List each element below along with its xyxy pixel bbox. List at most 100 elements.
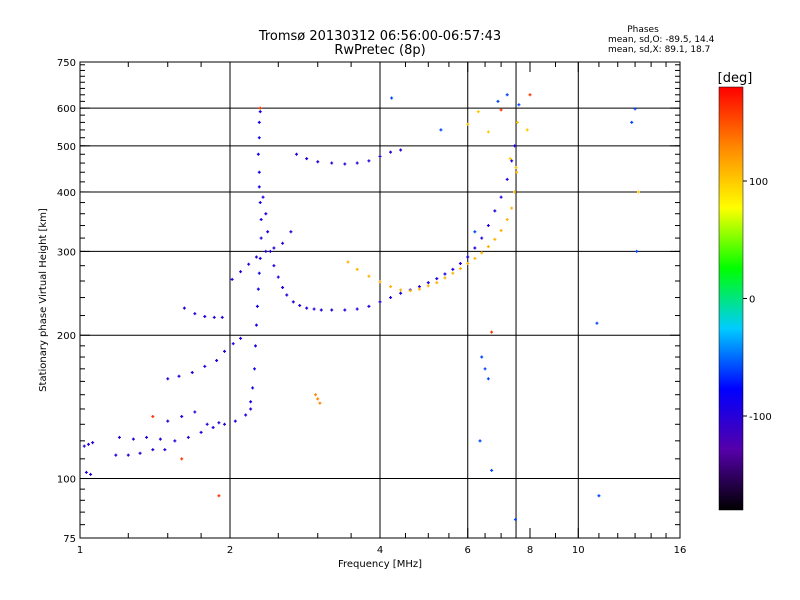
colorbar-ticks: 100 0 -100 bbox=[743, 177, 772, 423]
data-point bbox=[255, 304, 259, 308]
data-point bbox=[177, 374, 181, 378]
data-point bbox=[247, 262, 251, 266]
data-point bbox=[499, 195, 503, 199]
data-point bbox=[330, 161, 334, 165]
data-point bbox=[466, 261, 470, 265]
data-point bbox=[268, 249, 272, 253]
data-point bbox=[256, 152, 260, 156]
data-point bbox=[426, 281, 430, 285]
data-point bbox=[595, 321, 599, 325]
data-point bbox=[291, 300, 295, 304]
data-point bbox=[458, 261, 462, 265]
data-point bbox=[493, 237, 497, 241]
x-tick-label: 4 bbox=[377, 545, 383, 556]
data-point bbox=[266, 230, 270, 234]
data-point bbox=[473, 230, 477, 234]
data-point bbox=[276, 275, 280, 279]
phase-info-o: mean, sd,O: -89.5, 14.4 bbox=[608, 35, 715, 45]
data-point bbox=[514, 166, 518, 170]
y-tick-label: 600 bbox=[57, 104, 76, 115]
grid-lines bbox=[80, 62, 680, 538]
data-point bbox=[254, 323, 258, 327]
data-point bbox=[217, 421, 221, 425]
data-point bbox=[478, 439, 482, 443]
data-point bbox=[258, 106, 262, 110]
data-point bbox=[505, 177, 509, 181]
data-point bbox=[451, 271, 455, 275]
data-point bbox=[316, 160, 320, 164]
data-point bbox=[378, 154, 382, 158]
data-point bbox=[205, 422, 209, 426]
data-point bbox=[258, 201, 262, 205]
data-point bbox=[220, 315, 224, 319]
data-point bbox=[158, 437, 162, 441]
data-point bbox=[513, 190, 517, 194]
colorbar-label: [deg] bbox=[718, 71, 753, 86]
data-point bbox=[89, 472, 93, 476]
data-point bbox=[211, 425, 215, 429]
data-point bbox=[633, 107, 637, 111]
data-point bbox=[458, 267, 462, 271]
data-point bbox=[451, 267, 455, 271]
data-point bbox=[480, 251, 484, 255]
data-point bbox=[163, 448, 167, 452]
data-point bbox=[257, 185, 261, 189]
data-point bbox=[117, 435, 121, 439]
data-point bbox=[264, 249, 268, 253]
data-point bbox=[190, 371, 194, 375]
data-point bbox=[435, 277, 439, 281]
data-point bbox=[476, 110, 480, 114]
data-point bbox=[305, 306, 309, 310]
data-point bbox=[343, 308, 347, 312]
data-point bbox=[480, 355, 484, 359]
data-point bbox=[281, 285, 285, 289]
data-point bbox=[239, 336, 243, 340]
data-point bbox=[517, 103, 521, 107]
x-axis-label: Frequency [MHz] bbox=[338, 559, 422, 570]
data-point bbox=[636, 190, 640, 194]
data-point bbox=[367, 274, 371, 278]
y-tick-label: 75 bbox=[63, 534, 76, 545]
data-point bbox=[244, 413, 248, 417]
data-point bbox=[399, 288, 403, 292]
data-point bbox=[490, 330, 494, 334]
data-point bbox=[82, 444, 86, 448]
data-point bbox=[86, 442, 90, 446]
data-point bbox=[131, 437, 135, 441]
data-point bbox=[281, 241, 285, 245]
data-point bbox=[443, 276, 447, 280]
colorbar bbox=[718, 86, 744, 511]
data-point bbox=[151, 448, 155, 452]
data-point bbox=[259, 218, 263, 222]
data-point bbox=[486, 224, 490, 228]
data-point bbox=[496, 99, 500, 103]
colorbar-tick-label: 0 bbox=[749, 295, 755, 306]
data-point bbox=[316, 397, 320, 401]
data-point bbox=[264, 212, 268, 216]
data-point bbox=[508, 157, 512, 161]
data-point bbox=[417, 287, 421, 291]
data-point bbox=[378, 280, 382, 284]
data-point bbox=[151, 414, 155, 418]
data-point bbox=[443, 272, 447, 276]
data-point bbox=[635, 249, 639, 253]
y-tick-label: 300 bbox=[57, 247, 76, 258]
x-tick-label: 8 bbox=[527, 545, 533, 556]
data-point bbox=[486, 245, 490, 249]
data-point bbox=[257, 136, 261, 140]
data-point bbox=[367, 159, 371, 163]
x-tick-label: 6 bbox=[465, 545, 471, 556]
data-point bbox=[249, 400, 253, 404]
data-point bbox=[486, 130, 490, 134]
data-point bbox=[330, 308, 334, 312]
data-point bbox=[499, 228, 503, 232]
data-point bbox=[473, 246, 477, 250]
data-point bbox=[513, 144, 517, 148]
data-point bbox=[493, 209, 497, 213]
data-point bbox=[285, 293, 289, 297]
data-point bbox=[426, 284, 430, 288]
data-point bbox=[439, 128, 443, 132]
data-point bbox=[505, 218, 509, 222]
data-point bbox=[253, 344, 257, 348]
data-point bbox=[483, 367, 487, 371]
